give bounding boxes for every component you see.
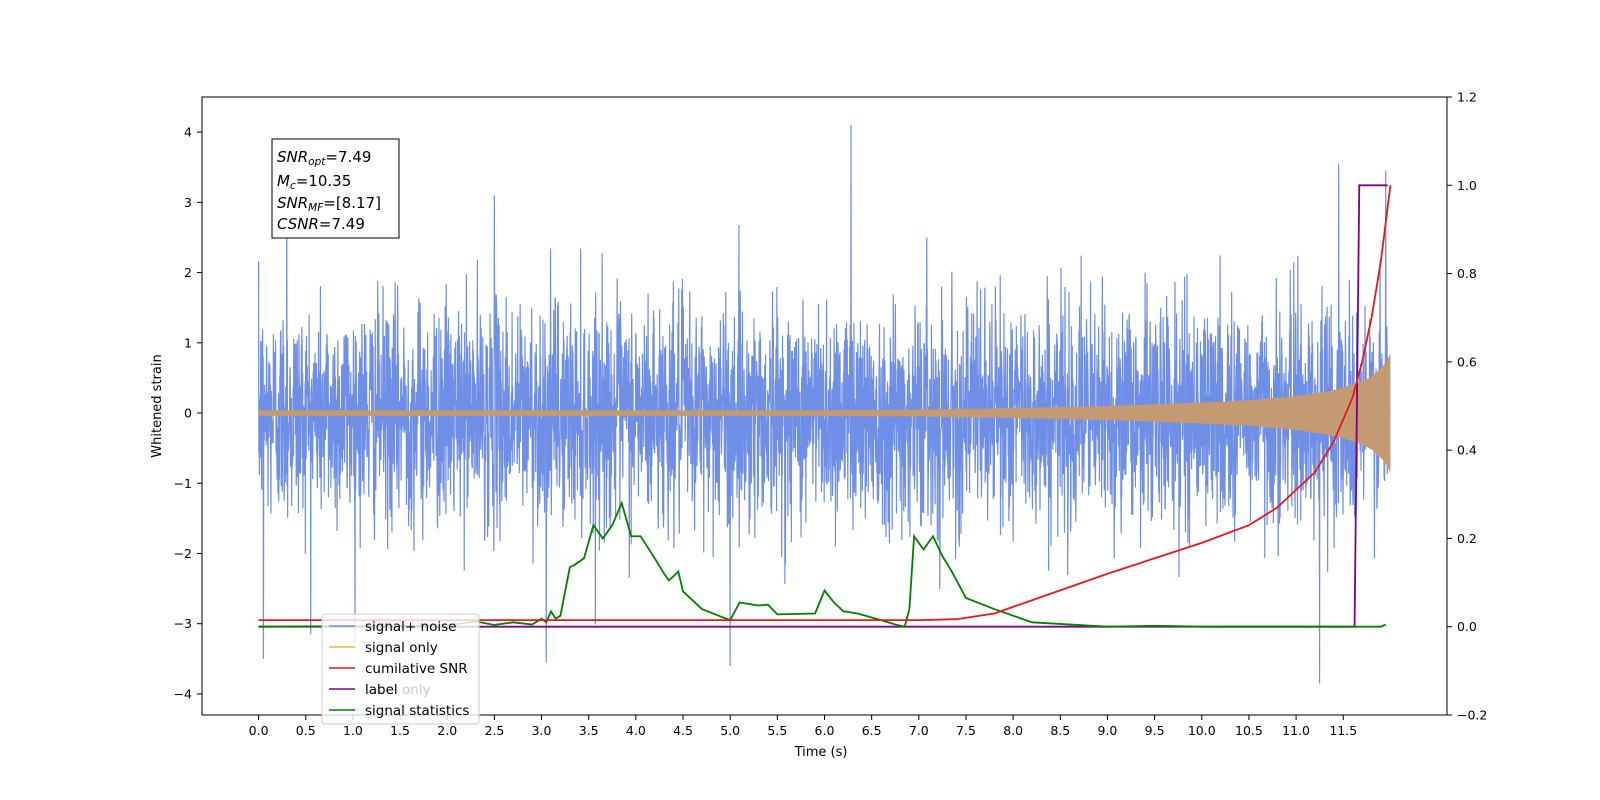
x-tick-label: 0.5 (296, 723, 316, 738)
annotation-snr-opt: SNRopt=7.49 (277, 148, 371, 168)
x-tick-label: 5.0 (720, 723, 740, 738)
annotation-box: SNRopt=7.49 Mc=10.35 SNRMF=[8.17] CSNR=7… (271, 138, 400, 239)
annotation-mc: Mc=10.35 (277, 172, 351, 192)
annotation-mc-value: 10.35 (308, 172, 351, 190)
y-right-tick-label: 0.6 (1457, 354, 1477, 369)
annotation-csnr-value: 7.49 (332, 215, 365, 233)
annotation-snr-mf: SNRMF=[8.17] (277, 194, 381, 214)
x-axis-ticks: 0.0 0.5 1.0 1.5 2.0 2.5 3.0 3.5 4.0 4.5 5.0 5.5 6.0 6… (249, 715, 1357, 738)
x-tick-label: 5.5 (767, 723, 787, 738)
x-tick-label: 7.0 (909, 723, 929, 738)
y-left-tick-label: −4 (174, 686, 192, 701)
data-layer (257, 125, 1392, 684)
x-tick-label: 9.0 (1098, 723, 1118, 738)
y-right-tick-label: 0.8 (1457, 266, 1477, 281)
x-tick-label: 0.0 (249, 723, 269, 738)
y-left-tick-label: 2 (184, 265, 192, 280)
y-right-tick-label: 1.2 (1457, 90, 1477, 105)
x-tick-label: 3.5 (579, 723, 599, 738)
x-tick-label: 9.5 (1145, 723, 1165, 738)
y-right-tick-label: 0.0 (1457, 619, 1477, 634)
y-axis-label: Whitened strain (150, 354, 165, 457)
x-tick-label: 1.0 (343, 723, 363, 738)
x-tick-label: 8.5 (1050, 723, 1070, 738)
annotation-snr-mf-value: [8.17] (336, 194, 381, 212)
legend: signal+ noise signal only cumilative SNR… (321, 613, 480, 725)
y-left-tick-label: −1 (174, 476, 192, 491)
y-right-tick-label: 0.4 (1457, 443, 1477, 458)
x-tick-label: 11.0 (1282, 723, 1310, 738)
x-tick-label: 1.5 (390, 723, 410, 738)
legend-label-signal-only: signal only (365, 640, 438, 656)
x-tick-label: 10.5 (1235, 723, 1263, 738)
x-tick-label: 3.0 (532, 723, 552, 738)
y-right-axis-ticks: −0.2 0.0 0.2 0.4 0.6 0.8 1.0 1.2 (1447, 90, 1487, 723)
y-right-tick-label: −0.2 (1457, 708, 1487, 723)
legend-label-label-only: label only (365, 682, 431, 698)
annotation-snr-opt-value: 7.49 (338, 148, 371, 166)
x-tick-label: 2.0 (437, 723, 457, 738)
y-left-tick-label: 1 (184, 335, 192, 350)
label-line (258, 184, 1388, 628)
legend-label-signal-noise: signal+ noise (365, 619, 456, 635)
x-tick-label: 4.0 (626, 723, 646, 738)
y-left-tick-label: −2 (174, 546, 192, 561)
x-axis-label: Time (s) (794, 745, 848, 760)
x-tick-label: 11.5 (1329, 723, 1357, 738)
y-right-tick-label: 0.2 (1457, 531, 1477, 546)
x-tick-label: 6.5 (862, 723, 882, 738)
x-tick-label: 7.5 (956, 723, 976, 738)
legend-label-signal-statistics: signal statistics (365, 703, 469, 719)
y-left-tick-label: 3 (184, 195, 192, 210)
y-left-tick-label: 4 (184, 125, 192, 140)
x-tick-label: 2.5 (484, 723, 504, 738)
y-left-axis-ticks: −4 −3 −2 −1 0 1 2 3 4 (174, 125, 202, 701)
x-tick-label: 10.0 (1188, 723, 1216, 738)
x-tick-label: 8.0 (1003, 723, 1023, 738)
x-tick-label: 4.5 (673, 723, 693, 738)
x-tick-label: 6.0 (815, 723, 835, 738)
legend-label-cumulative-snr: cumilative SNR (365, 661, 468, 677)
legend-label-label: label (365, 682, 398, 698)
y-left-tick-label: 0 (184, 406, 192, 421)
annotation-csnr: CSNR=7.49 (277, 215, 365, 233)
y-left-tick-label: −3 (174, 616, 192, 631)
y-right-tick-label: 1.0 (1457, 178, 1477, 193)
cumulative-snr-line (258, 185, 1392, 621)
